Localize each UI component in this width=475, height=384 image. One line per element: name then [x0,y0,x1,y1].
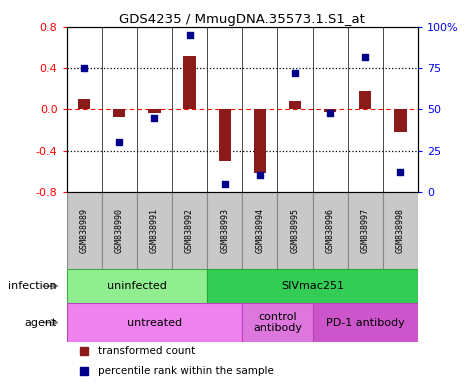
Bar [289,101,301,109]
Point [151,115,158,121]
Text: GSM838998: GSM838998 [396,208,405,253]
Point [361,53,369,60]
Text: GSM838991: GSM838991 [150,208,159,253]
Point [186,32,193,38]
Text: GSM838996: GSM838996 [326,208,334,253]
Text: control
antibody: control antibody [253,312,302,333]
Point [326,110,334,116]
Title: GDS4235 / MmugDNA.35573.1.S1_at: GDS4235 / MmugDNA.35573.1.S1_at [119,13,365,26]
Bar [137,192,172,269]
Bar [148,109,161,113]
Bar [102,192,137,269]
Text: GSM838990: GSM838990 [115,208,124,253]
Text: infection: infection [9,281,57,291]
Point [221,181,228,187]
Text: agent: agent [25,318,57,328]
Bar [66,192,102,269]
Bar [66,303,242,342]
Bar [66,269,207,303]
Text: GSM838992: GSM838992 [185,208,194,253]
Text: untreated: untreated [127,318,182,328]
Bar [254,109,266,174]
Point [115,139,123,146]
Text: GSM838989: GSM838989 [80,208,88,253]
Text: SIVmac251: SIVmac251 [281,281,344,291]
Text: GSM838993: GSM838993 [220,208,229,253]
Text: percentile rank within the sample: percentile rank within the sample [98,366,274,376]
Bar [78,99,90,109]
Bar [277,192,313,269]
Point [291,70,299,76]
Bar [113,109,125,117]
Bar [218,109,231,161]
Text: GSM838995: GSM838995 [291,208,299,253]
Text: GSM838994: GSM838994 [256,208,264,253]
Bar [172,192,207,269]
Bar [313,303,418,342]
Bar [207,192,242,269]
Point [397,169,404,175]
Point [256,172,264,179]
Bar [383,192,418,269]
Bar [313,192,348,269]
Bar [348,192,383,269]
Text: PD-1 antibody: PD-1 antibody [326,318,405,328]
Bar [394,109,407,132]
Text: transformed count: transformed count [98,346,195,356]
Bar [242,192,277,269]
Text: GSM838997: GSM838997 [361,208,370,253]
Point [80,65,88,71]
Bar [183,56,196,109]
Text: uninfected: uninfected [107,281,167,291]
Bar [242,303,313,342]
Bar [207,269,418,303]
Bar [324,109,336,111]
Bar [359,91,371,109]
